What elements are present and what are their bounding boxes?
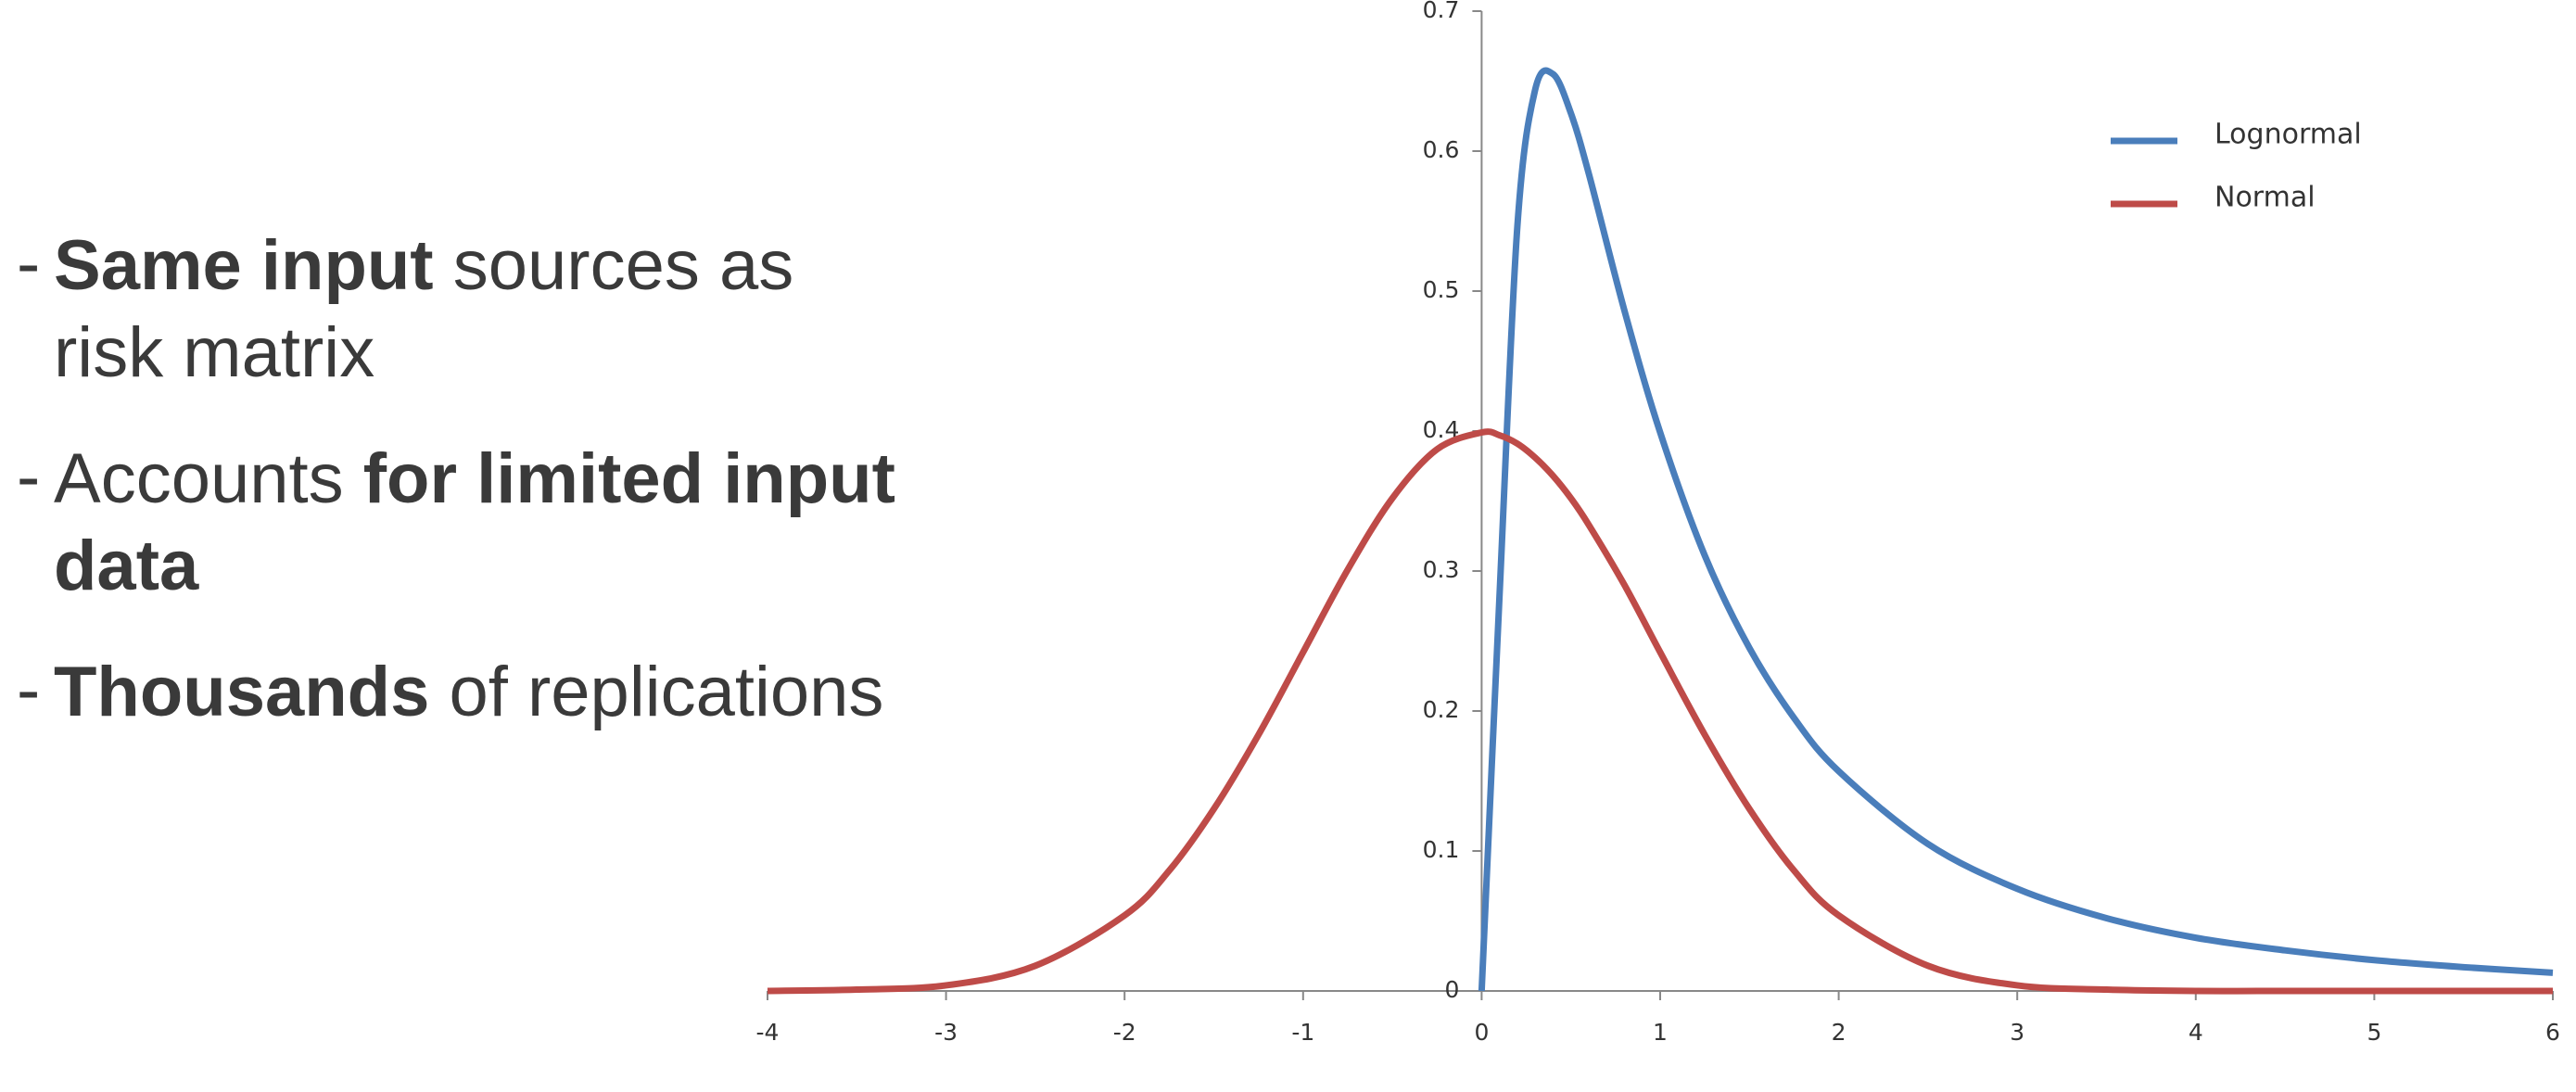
bullet-line: risk matrix	[54, 310, 895, 397]
x-tick-label: 5	[2367, 1019, 2381, 1046]
text-segment: of replications	[429, 653, 884, 731]
y-tick-label: 0.5	[1423, 276, 1460, 303]
legend-label: Normal	[2214, 182, 2316, 214]
text-segment: Same input	[54, 226, 434, 305]
x-tick-label: 4	[2189, 1019, 2203, 1046]
text-segment: for limited input	[362, 439, 895, 518]
x-tick-label: -4	[756, 1019, 780, 1046]
bullet-line: Accounts for limited input	[54, 436, 895, 523]
y-tick-label: 0.6	[1423, 136, 1460, 163]
y-tick-label: 0.2	[1423, 696, 1460, 723]
text-segment: risk matrix	[54, 313, 375, 392]
text-segment: Accounts	[54, 439, 363, 518]
bullet-line: Thousands of replications	[54, 649, 895, 736]
y-tick-label: 0.1	[1423, 836, 1460, 863]
x-tick-label: -2	[1113, 1019, 1136, 1046]
x-tick-label: 3	[2010, 1019, 2024, 1046]
y-tick-label: 0.3	[1423, 556, 1460, 583]
text-segment: Thousands	[54, 653, 430, 731]
bullet-line: Same input sources as	[54, 222, 895, 310]
x-tick-label: -1	[1291, 1019, 1314, 1046]
legend-label: Lognormal	[2214, 119, 2362, 151]
x-tick-label: 6	[2545, 1019, 2560, 1046]
x-tick-label: 1	[1653, 1019, 1668, 1046]
bullet: Thousands of replications	[17, 647, 895, 736]
x-tick-label: 0	[1474, 1019, 1489, 1046]
line-series	[767, 428, 2553, 995]
y-tick-label: 0	[1444, 976, 1459, 1003]
y-tick-label: 0.7	[1423, 0, 1460, 23]
text-segment: sources as	[433, 226, 794, 305]
bullet-line: data	[54, 523, 895, 610]
x-tick-label: -3	[934, 1019, 958, 1046]
line-series	[1478, 67, 2554, 992]
x-tick-label: 2	[1832, 1019, 1846, 1046]
text-segment: data	[54, 527, 199, 605]
